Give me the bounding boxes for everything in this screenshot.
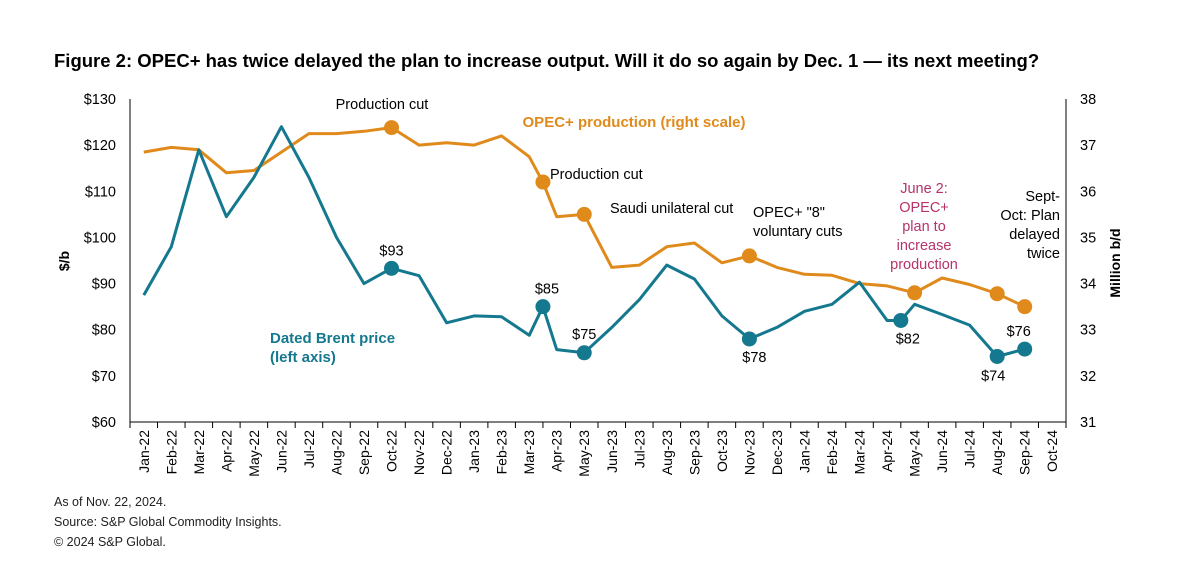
brent-value-label: $75 [572,327,596,343]
brent-value-label: $76 [1007,324,1031,340]
x-tick-label: Mar-24 [852,430,868,475]
left-tick-label: $130 [84,92,116,108]
x-tick-label: Apr-24 [879,430,895,472]
x-tick-label: May-22 [246,430,262,477]
right-tick-label: 35 [1080,230,1096,246]
x-tick-label: Jul-23 [631,430,647,468]
right-tick-label: 37 [1080,138,1096,154]
x-tick-label: Feb-22 [163,430,179,475]
left-axis-title: $/b [56,251,72,271]
x-tick-label: Mar-23 [521,430,537,475]
opec-marker [989,286,1005,302]
brent-marker [1017,341,1033,357]
brent-marker [384,260,400,276]
opec-marker [741,248,757,264]
x-tick-label: Aug-24 [989,430,1005,475]
brent-marker [741,331,757,347]
opec-marker [384,120,400,136]
brent-value-label: $74 [981,368,1005,384]
x-tick-label: Jul-22 [301,430,317,468]
left-tick-label: $110 [85,184,116,200]
x-tick-label: Sep-22 [356,430,372,475]
x-tick-label: Jun-22 [273,430,289,473]
x-tick-label: Jun-23 [604,430,620,473]
brent-value-label: $78 [742,350,766,366]
x-tick-label: Feb-23 [494,430,510,475]
x-tick-label: Jan-22 [136,430,152,473]
x-tick-label: Feb-24 [824,430,840,475]
brent-price-line [142,125,1026,358]
brent-marker [989,348,1005,364]
x-tick-label: May-24 [907,430,923,477]
brent-value-label: $85 [535,282,559,298]
right-tick-label: 31 [1080,415,1096,431]
left-tick-label: $120 [84,138,116,154]
right-tick-label: 38 [1080,92,1096,108]
footnote-as-of: As of Nov. 22, 2024. [54,495,167,509]
x-tick-label: Apr-22 [218,430,234,472]
brent-marker [893,312,909,328]
x-tick-label: Sep-23 [686,430,702,475]
annotation-june-2: June 2: OPEC+ plan to increase production [890,181,958,273]
x-tick-label: Jul-24 [962,430,978,468]
left-tick-label: $60 [92,415,116,431]
opec-marker [576,206,592,222]
chart-svg: $60 $70 $80 $90 $100 $110 $120 $130 31 32 33 34 35 36… [56,92,1123,477]
left-tick-label: $70 [92,369,116,385]
opec-marker [907,285,923,301]
x-tick-label: Nov-23 [741,430,757,475]
x-tick-label: Mar-22 [191,430,207,475]
footnote-copyright: © 2024 S&P Global. [54,535,166,549]
x-tick-label: Oct-22 [384,430,400,472]
left-tick-label: $90 [92,277,116,293]
annotation-production-cut-2: Production cut [550,167,643,183]
brent-series-label: Dated Brent price (left axis) [270,330,395,366]
x-tick-label: Jun-24 [934,430,950,473]
brent-value-label: $82 [896,331,920,347]
opec-production-line [143,126,1026,308]
chart-title: Figure 2: OPEC+ has twice delayed the pl… [54,50,1040,71]
x-tick-label: Apr-23 [549,430,565,472]
x-tick-label: Nov-22 [411,430,427,475]
left-tick-label: $100 [84,230,116,246]
x-tick-label: Aug-23 [659,430,675,475]
annotation-sept-oct: Sept-Oct: Plan delayed twice [1000,189,1060,262]
right-axis-title: Million b/d [1107,228,1123,297]
x-tick-label: Dec-22 [439,430,455,475]
opec-series-label: OPEC+ production (right scale) [523,114,746,131]
opec-marker [535,174,551,190]
footnote-source: Source: S&P Global Commodity Insights. [54,515,282,529]
right-tick-label: 32 [1080,369,1096,385]
x-tick-label: Sep-24 [1017,430,1033,475]
right-tick-label: 34 [1080,277,1096,293]
brent-marker [535,299,551,315]
x-tick-label: Aug-22 [328,430,344,475]
x-tick-label: Oct-23 [714,430,730,472]
x-tick-label: Oct-24 [1044,430,1060,472]
x-tick-label: Jan-23 [466,430,482,473]
annotation-production-cut-1: Production cut [336,97,429,113]
x-tick-label: Dec-23 [769,430,785,475]
right-tick-label: 33 [1080,323,1096,339]
right-tick-label: 36 [1080,184,1096,200]
annotation-voluntary-cuts: OPEC+ "8" voluntary cuts [753,205,842,240]
x-tick-label: Jan-24 [796,430,812,473]
brent-value-label: $93 [379,243,403,259]
x-tick-label: May-23 [576,430,592,477]
left-tick-label: $80 [92,323,116,339]
annotation-saudi-cut: Saudi unilateral cut [610,201,733,217]
opec-marker [1017,299,1033,315]
brent-marker [576,345,592,361]
